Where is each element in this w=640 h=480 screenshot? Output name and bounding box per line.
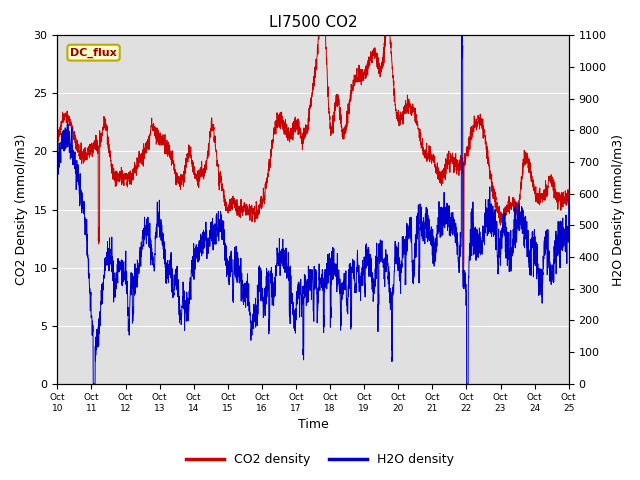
Y-axis label: H2O Density (mmol/m3): H2O Density (mmol/m3) [612, 133, 625, 286]
Legend: CO2 density, H2O density: CO2 density, H2O density [181, 448, 459, 471]
Title: LI7500 CO2: LI7500 CO2 [269, 15, 357, 30]
Text: DC_flux: DC_flux [70, 48, 117, 58]
X-axis label: Time: Time [298, 419, 328, 432]
Y-axis label: CO2 Density (mmol/m3): CO2 Density (mmol/m3) [15, 134, 28, 285]
